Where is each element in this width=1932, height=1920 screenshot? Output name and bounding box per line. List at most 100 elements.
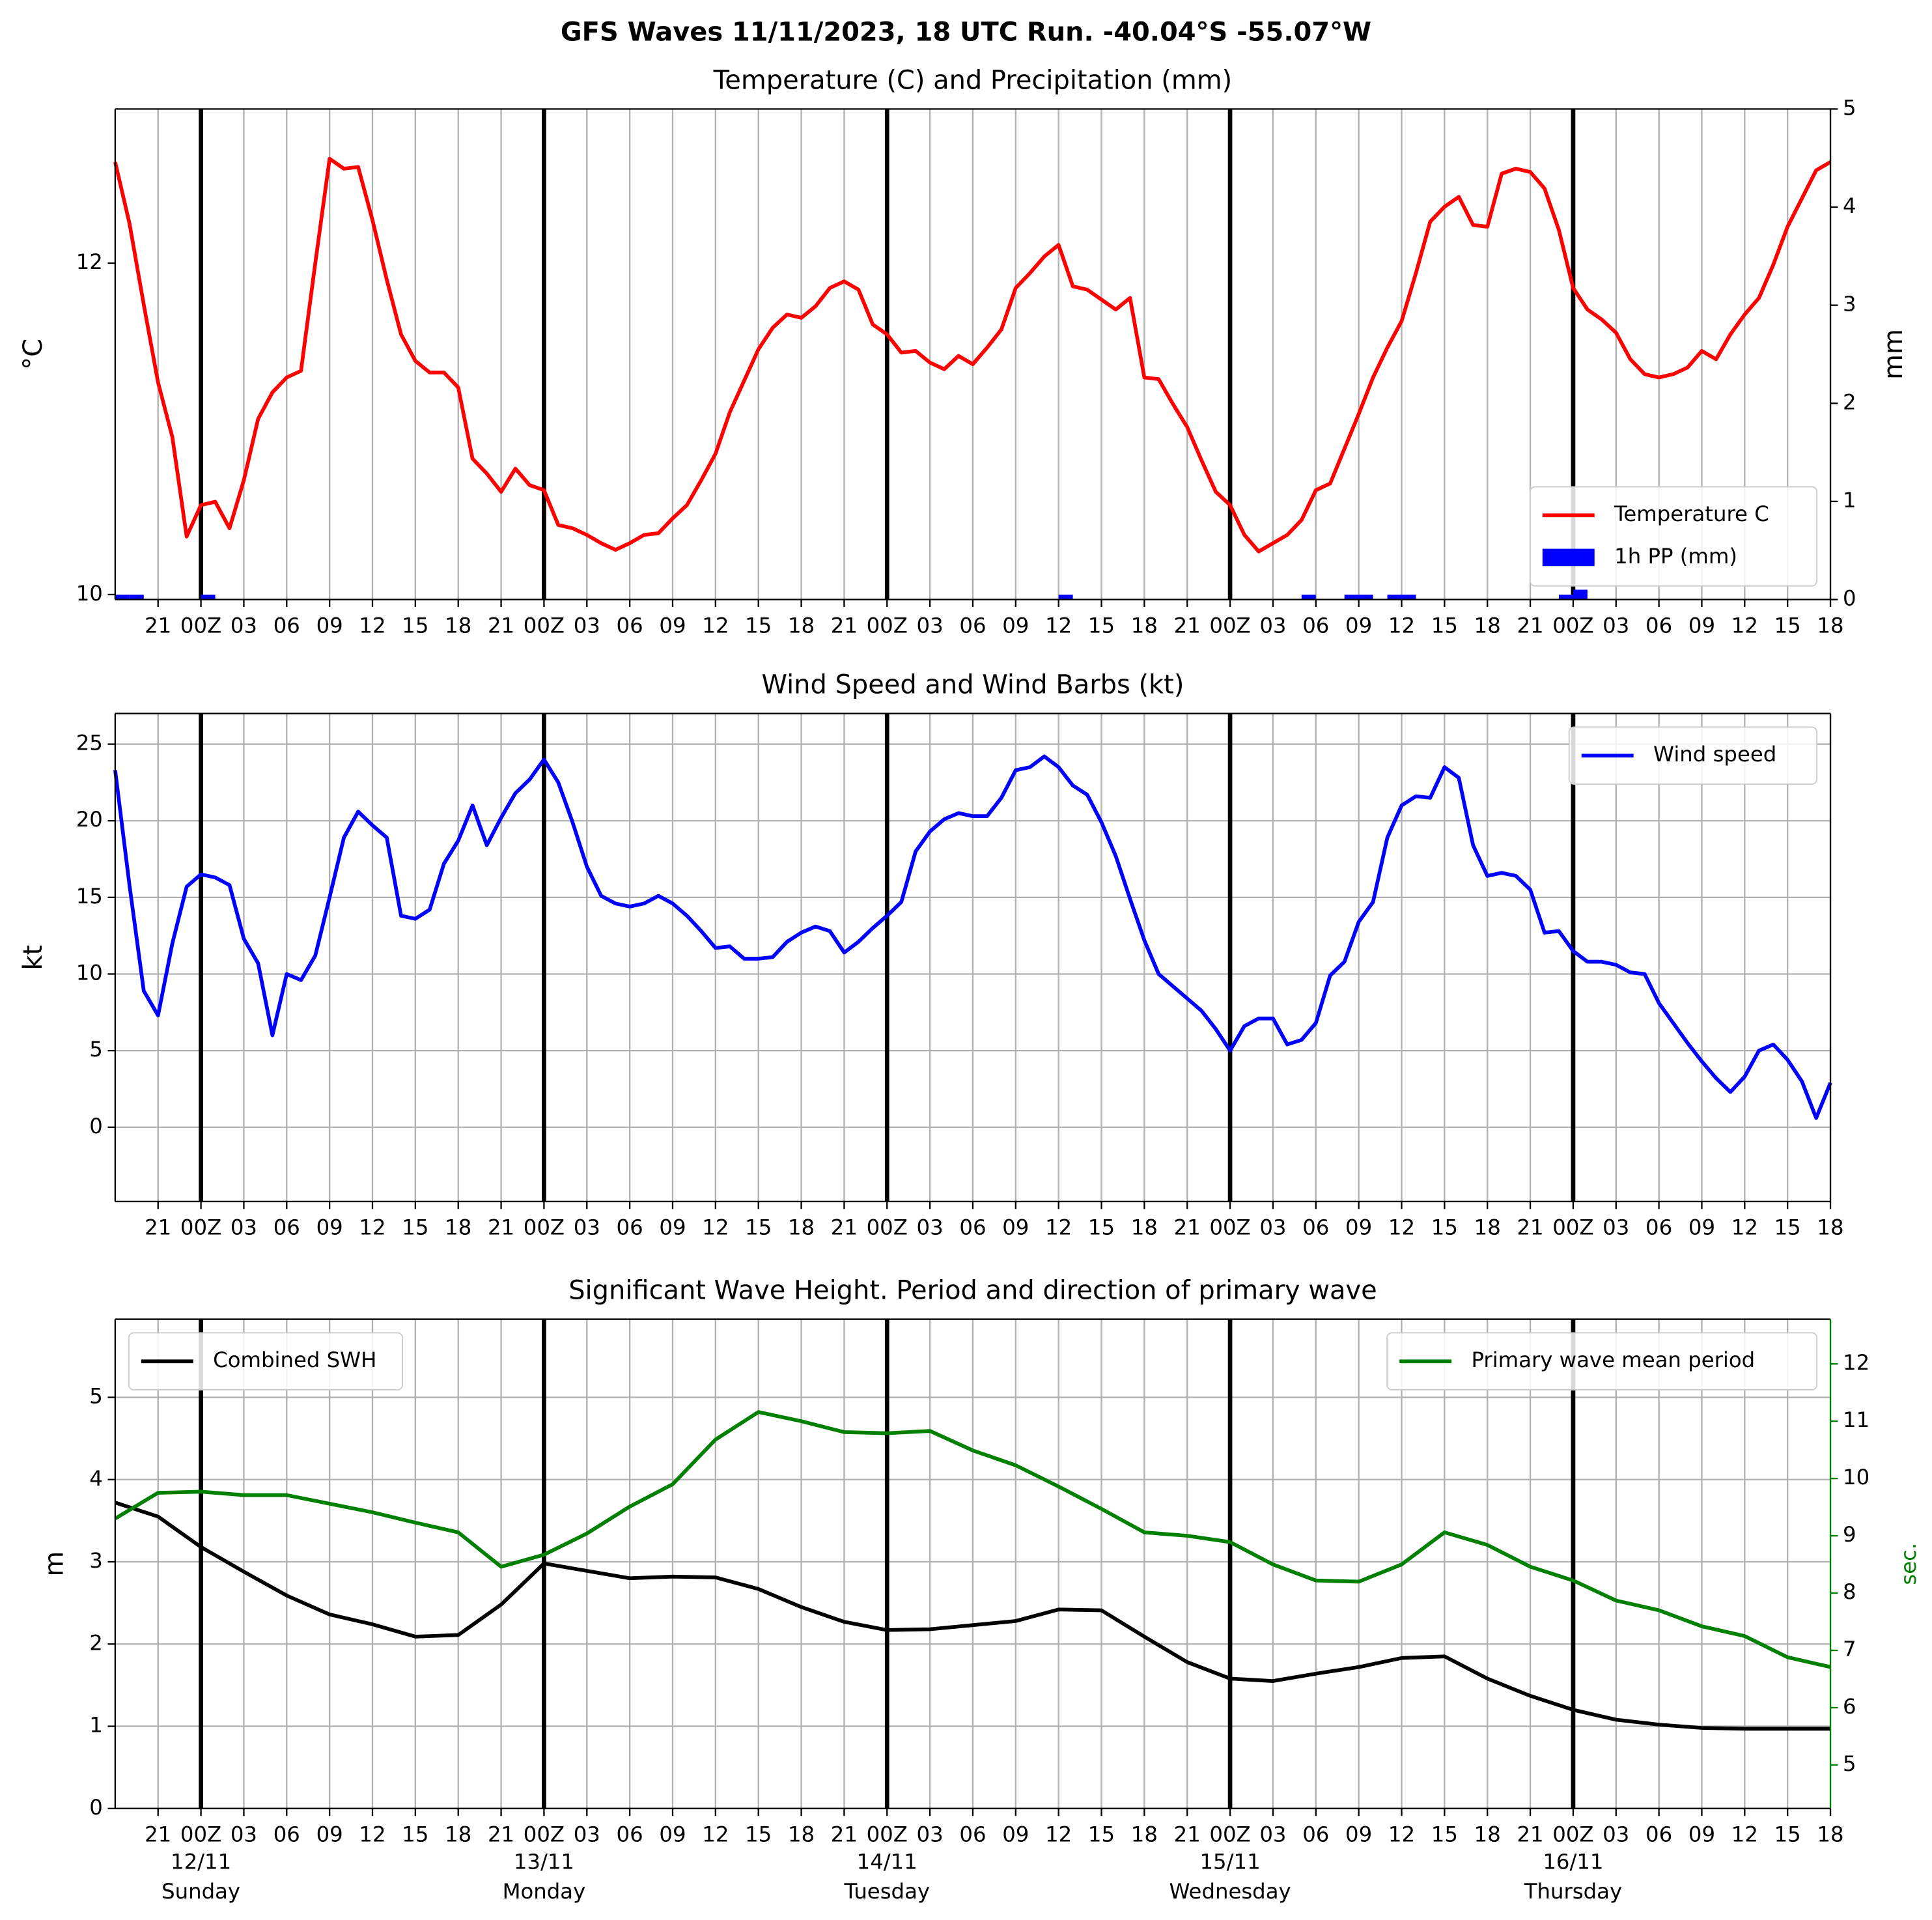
x-tick-label: 09 <box>1345 613 1372 638</box>
x-tick-label: 06 <box>617 613 643 638</box>
y-tick-label: 4 <box>89 1466 103 1491</box>
y-tick-label: 0 <box>89 1795 103 1820</box>
x-tick-label: 15 <box>745 1822 772 1847</box>
x-tick-label: 03 <box>231 1822 257 1847</box>
x-tick-label: 18 <box>788 1215 815 1240</box>
x-tick-label: 06 <box>273 1215 300 1240</box>
precip-bar <box>1344 595 1359 600</box>
day-weekday: Wednesday <box>1169 1879 1291 1904</box>
x-tick-label: 21 <box>1517 1215 1543 1240</box>
precip-bar <box>129 595 144 600</box>
x-tick-label: 21 <box>1174 1822 1201 1847</box>
x-tick-label: 18 <box>1817 1215 1843 1240</box>
y-tick-label: 10 <box>76 960 103 985</box>
x-tick-label: 06 <box>1645 613 1672 638</box>
legend-label: Temperature C <box>1614 501 1769 526</box>
y2-tick-label: 6 <box>1843 1694 1856 1719</box>
x-tick-label: 21 <box>1517 613 1543 638</box>
x-tick-label: 18 <box>1131 613 1158 638</box>
x-tick-label: 12 <box>1731 613 1758 638</box>
x-tick-label: 06 <box>617 1215 643 1240</box>
x-tick-label: 00Z <box>524 613 565 638</box>
x-tick-label: 21 <box>831 1215 858 1240</box>
day-date: 15/11 <box>1199 1850 1260 1874</box>
x-tick-label: 09 <box>316 1215 343 1240</box>
x-tick-label: 15 <box>1774 613 1801 638</box>
y2-tick-label: 11 <box>1843 1407 1869 1432</box>
x-tick-label: 06 <box>1645 1822 1672 1847</box>
x-tick-label: 21 <box>488 1215 514 1240</box>
series-line <box>114 1410 1831 1669</box>
y2-tick-label: 7 <box>1843 1637 1856 1661</box>
x-tick-label: 12 <box>1045 1215 1072 1240</box>
legend-label: Primary wave mean period <box>1471 1348 1755 1372</box>
x-tick-label: 00Z <box>867 613 908 638</box>
chart-title: GFS Waves 11/11/2023, 18 UTC Run. -40.04… <box>561 17 1371 47</box>
y-tick-label: 25 <box>76 731 103 755</box>
x-tick-label: 12 <box>1731 1215 1758 1240</box>
x-tick-label: 18 <box>1474 613 1501 638</box>
x-tick-label: 00Z <box>180 1822 221 1847</box>
x-tick-label: 06 <box>1302 1822 1329 1847</box>
x-tick-label: 03 <box>574 613 600 638</box>
y2-tick-label: 5 <box>1843 1751 1856 1776</box>
x-tick-label: 15 <box>1774 1822 1801 1847</box>
x-tick-label: 00Z <box>1209 613 1250 638</box>
x-tick-label: 09 <box>1345 1215 1372 1240</box>
x-tick-label: 12 <box>1388 1822 1415 1847</box>
x-tick-label: 18 <box>445 1215 471 1240</box>
x-tick-label: 00Z <box>524 1822 565 1847</box>
x-tick-label: 12 <box>1731 1822 1758 1847</box>
x-tick-label: 09 <box>1345 1822 1372 1847</box>
x-tick-label: 21 <box>831 613 858 638</box>
x-tick-label: 06 <box>959 1822 986 1847</box>
legend-box <box>1568 726 1818 785</box>
x-tick-label: 00Z <box>180 1215 221 1240</box>
x-tick-label: 21 <box>488 1822 514 1847</box>
x-tick-label: 06 <box>617 1822 643 1847</box>
series-line <box>114 1501 1831 1731</box>
x-tick-label: 12 <box>702 1215 729 1240</box>
precip-bar <box>1058 595 1073 600</box>
x-tick-label: 03 <box>1603 613 1629 638</box>
y2-tick-label: 4 <box>1843 193 1856 218</box>
x-tick-label: 15 <box>402 613 428 638</box>
x-tick-label: 15 <box>1431 613 1458 638</box>
x-tick-label: 03 <box>1603 1215 1629 1240</box>
x-tick-label: 15 <box>745 613 772 638</box>
y-tick-label: 20 <box>76 807 103 832</box>
precip-bar <box>115 595 130 600</box>
y-tick-label: 1 <box>89 1713 103 1738</box>
x-tick-label: 06 <box>1302 1215 1329 1240</box>
x-tick-label: 09 <box>659 613 686 638</box>
precip-bar <box>201 595 216 600</box>
x-tick-label: 03 <box>1259 613 1286 638</box>
x-tick-label: 03 <box>1259 1822 1286 1847</box>
legend-label: 1h PP (mm) <box>1614 544 1737 569</box>
x-tick-label: 00Z <box>867 1215 908 1240</box>
panel-title: Wind Speed and Wind Barbs (kt) <box>761 670 1184 700</box>
x-tick-label: 00Z <box>1552 613 1593 638</box>
x-tick-label: 15 <box>402 1215 428 1240</box>
x-tick-label: 15 <box>1088 1215 1115 1240</box>
panel-title: Significant Wave Height. Period and dire… <box>568 1276 1377 1306</box>
x-tick-label: 09 <box>1002 1822 1029 1847</box>
x-tick-label: 12 <box>702 1822 729 1847</box>
x-tick-label: 18 <box>1131 1215 1158 1240</box>
x-tick-label: 09 <box>1002 613 1029 638</box>
x-tick-label: 00Z <box>524 1215 565 1240</box>
day-weekday: Tuesday <box>843 1879 930 1904</box>
x-tick-label: 03 <box>917 1822 944 1847</box>
y-tick-label: 5 <box>89 1384 103 1409</box>
x-tick-label: 00Z <box>1209 1215 1250 1240</box>
x-tick-label: 15 <box>1431 1215 1458 1240</box>
x-tick-label: 09 <box>316 613 343 638</box>
x-tick-label: 21 <box>488 613 514 638</box>
x-tick-label: 21 <box>1174 613 1201 638</box>
precip-bar <box>1573 589 1588 600</box>
x-tick-label: 00Z <box>1209 1822 1250 1847</box>
x-tick-label: 21 <box>145 1215 171 1240</box>
day-date: 16/11 <box>1543 1850 1603 1874</box>
y-axis-label: m <box>40 1551 70 1577</box>
x-tick-label: 18 <box>1817 613 1843 638</box>
